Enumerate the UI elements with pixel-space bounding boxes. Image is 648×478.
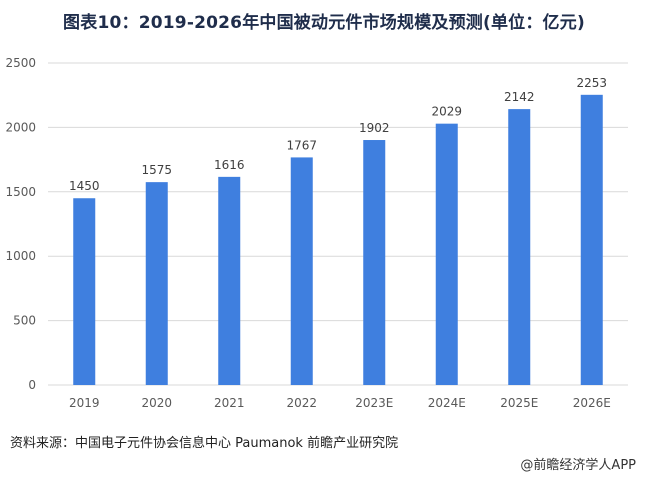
x-tick-label-2020: 2020: [141, 396, 172, 410]
x-tick-label-2019: 2019: [69, 396, 100, 410]
bar-chart: 0 500 1000 1500 2000 2500 1450 1575 1616 1767 190…: [5, 56, 628, 410]
x-axis-ticks: 2019 2020 2021 2022 2023E 2024E 2025E 2026E: [69, 396, 611, 410]
x-tick-label-2023E: 2023E: [355, 396, 393, 410]
y-tick-label: 2000: [5, 120, 36, 134]
bar-2021: [218, 176, 241, 385]
x-tick-label-2021: 2021: [214, 396, 245, 410]
data-label-2022: 1767: [286, 138, 317, 152]
x-tick-label-2024E: 2024E: [428, 396, 466, 410]
x-tick-label-2022: 2022: [286, 396, 317, 410]
data-label-2023E: 1902: [359, 121, 390, 135]
data-label-2025E: 2142: [504, 90, 535, 104]
brand-watermark-text: @前瞻经济学人APP: [520, 458, 636, 473]
y-tick-label: 1000: [5, 249, 36, 263]
bar-2020: [145, 182, 168, 385]
bar-2023E: [363, 140, 386, 385]
data-labels: 1450 1575 1616 1767 1902 2029 2142 2253: [69, 76, 607, 193]
x-tick-label-2025E: 2025E: [500, 396, 538, 410]
source-note: 资料来源：中国电子元件协会信息中心 Paumanok 前瞻产业研究院: [10, 436, 399, 451]
data-label-2026E: 2253: [576, 76, 607, 90]
data-label-2019: 1450: [69, 179, 100, 193]
bar-2024E: [435, 123, 458, 386]
chart-title: 图表10：2019-2026年中国被动元件市场规模及预测(单位：亿元): [63, 13, 585, 33]
bar-2025E: [508, 109, 531, 385]
y-tick-label: 1500: [5, 185, 36, 199]
x-tick-label-2026E: 2026E: [573, 396, 611, 410]
y-tick-label: 2500: [5, 56, 36, 70]
gridlines: [48, 62, 628, 386]
y-axis-ticks: 0 500 1000 1500 2000 2500: [5, 56, 36, 392]
bars: [73, 94, 603, 386]
bar-2019: [73, 198, 96, 385]
data-label-2020: 1575: [141, 163, 172, 177]
y-tick-label: 500: [13, 314, 36, 328]
y-tick-label: 0: [28, 378, 36, 392]
data-label-2021: 1616: [214, 158, 245, 172]
bar-2022: [290, 157, 313, 385]
bar-2026E: [580, 94, 603, 385]
data-label-2024E: 2029: [431, 105, 462, 119]
